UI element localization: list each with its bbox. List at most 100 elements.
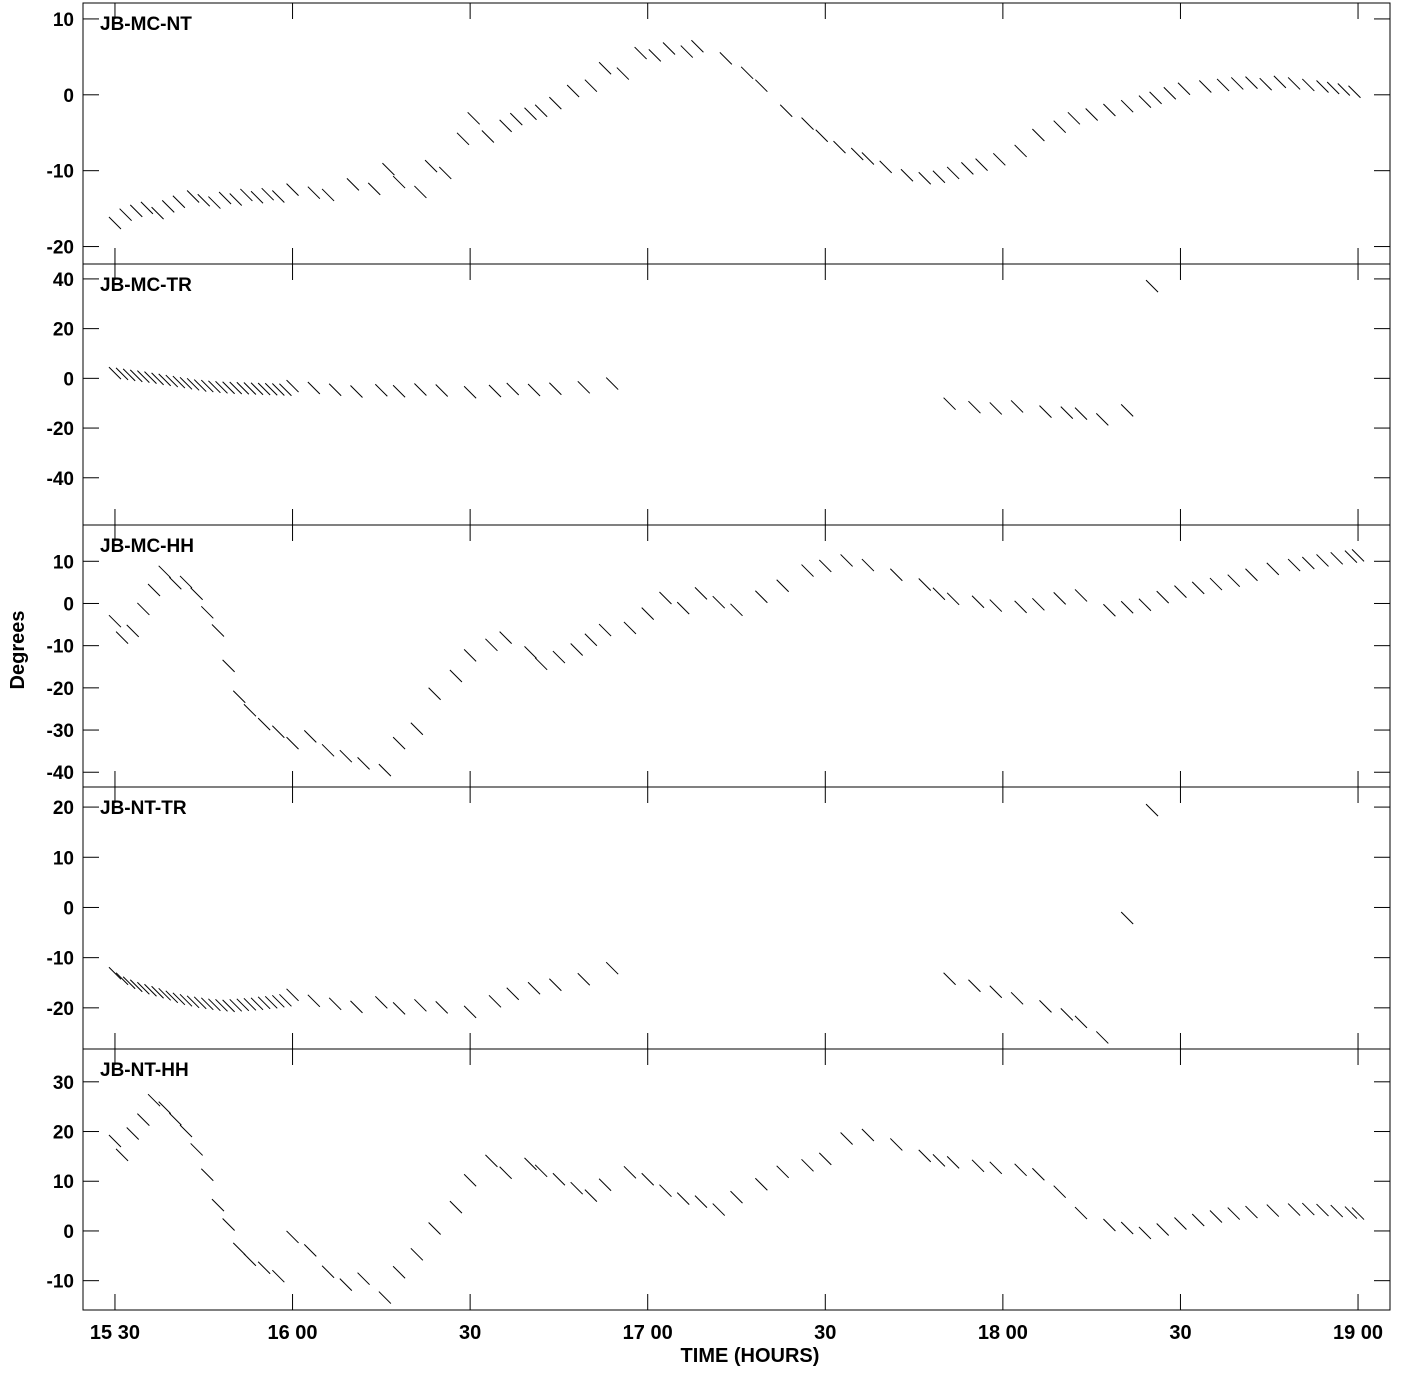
data-point [286, 1230, 299, 1244]
data-point [1014, 1163, 1027, 1177]
data-point [122, 368, 136, 382]
y-tick-label: -10 [47, 162, 74, 183]
panel-jb-nt-tr: 20 10 0 -10 -20 JB-NT-TR [47, 786, 1391, 1050]
data-point [1337, 83, 1351, 96]
data-point [861, 1128, 875, 1142]
data-point [932, 1154, 946, 1167]
data-point [414, 185, 427, 199]
data-point [918, 578, 932, 591]
x-tick-label: 18 00 [978, 1322, 1028, 1344]
data-point [374, 383, 388, 397]
data-point [818, 559, 832, 573]
y-tick-label: -20 [47, 999, 74, 1020]
data-point [524, 1157, 537, 1171]
data-point [676, 1192, 690, 1205]
data-point [1330, 1204, 1344, 1218]
data-point [552, 1172, 566, 1186]
series-marks [108, 39, 1361, 230]
data-point [392, 1265, 406, 1279]
data-point [151, 372, 164, 386]
series-marks [108, 279, 1159, 426]
data-point [179, 575, 193, 589]
data-point [694, 586, 708, 600]
data-point [108, 966, 122, 980]
data-point [659, 1184, 672, 1198]
data-point [833, 140, 846, 154]
data-point [719, 52, 733, 65]
data-point [755, 590, 768, 604]
data-point [1095, 413, 1109, 426]
data-point [691, 39, 704, 53]
data-point [971, 1159, 985, 1173]
data-point [261, 187, 275, 201]
data-point [158, 987, 172, 1001]
data-point [303, 1243, 317, 1257]
y-axis-label: Degrees [7, 611, 29, 690]
data-point [151, 206, 164, 220]
data-point [1103, 103, 1116, 117]
data-point [339, 1278, 353, 1291]
data-point [279, 383, 292, 397]
data-point [975, 158, 988, 171]
data-point [1120, 99, 1134, 113]
data-point [222, 1218, 235, 1231]
data-point [222, 381, 235, 395]
data-point [1060, 406, 1074, 419]
data-point [126, 1127, 140, 1140]
data-point [676, 601, 690, 615]
data-point [1301, 556, 1315, 570]
data-point [730, 603, 743, 617]
data-point [392, 175, 406, 189]
data-point [840, 1132, 853, 1145]
data-point [382, 162, 395, 176]
data-point [378, 763, 392, 777]
data-point [271, 383, 285, 396]
data-point [850, 147, 864, 161]
data-point [1174, 1217, 1187, 1230]
data-point [108, 1134, 122, 1148]
data-point [286, 988, 299, 1002]
data-point [1245, 76, 1258, 90]
y-tick-label: -40 [47, 469, 74, 490]
data-point [946, 166, 960, 180]
data-point [424, 159, 438, 173]
data-point [264, 382, 278, 396]
data-point [509, 112, 523, 126]
data-point [1103, 603, 1116, 617]
data-point [712, 1203, 726, 1216]
data-point [243, 382, 257, 395]
data-point [286, 183, 299, 196]
data-point [463, 1173, 477, 1187]
data-point [499, 631, 512, 645]
y-tick-label: 0 [63, 1222, 74, 1243]
data-point [506, 987, 520, 1001]
data-point [634, 46, 647, 60]
data-point [1344, 550, 1358, 563]
data-point [1245, 1205, 1258, 1219]
data-point [1287, 558, 1301, 572]
data-point [943, 397, 956, 411]
data-point [179, 993, 193, 1007]
y-tick-label: -10 [47, 949, 74, 970]
data-point [1230, 77, 1244, 90]
data-point [321, 188, 335, 202]
data-point [861, 558, 875, 572]
data-point [108, 614, 122, 628]
data-point [1351, 549, 1365, 562]
data-point [257, 1261, 271, 1275]
data-point [232, 1242, 246, 1256]
data-point [215, 380, 228, 394]
data-point [1010, 991, 1024, 1005]
data-point [463, 1005, 477, 1019]
data-point [428, 1222, 441, 1235]
y-tick-label: 0 [63, 898, 74, 919]
data-point [1287, 77, 1301, 90]
data-point [1316, 554, 1329, 567]
data-point [208, 998, 221, 1012]
panel-frame [82, 2, 1391, 265]
data-point [240, 188, 253, 202]
data-point [279, 993, 292, 1007]
x-tick-labels: 15 30 16 00 30 17 00 30 18 00 30 19 00 [90, 1322, 1383, 1344]
